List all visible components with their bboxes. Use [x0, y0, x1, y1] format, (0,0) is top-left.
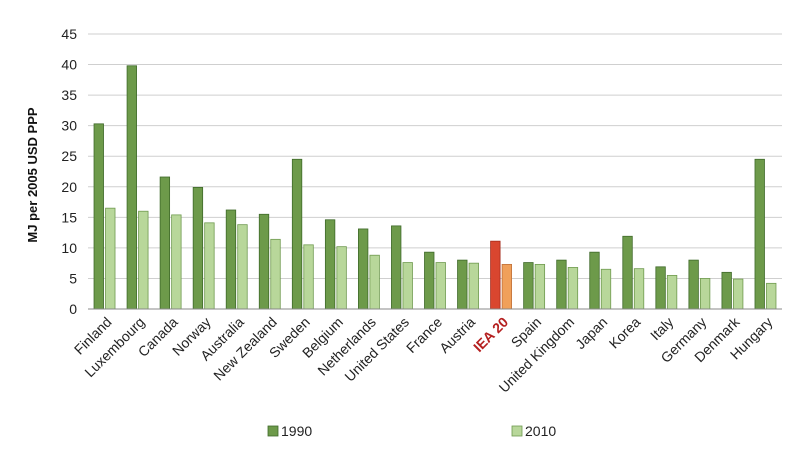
legend-label-2010: 2010 [525, 423, 556, 439]
legend-label-1990: 1990 [281, 423, 312, 439]
x-tick-label: Korea [606, 314, 644, 352]
y-tick-label: 0 [69, 301, 77, 317]
bar-1990 [192, 186, 204, 310]
bar-1990 [225, 209, 237, 310]
bar-1990 [754, 158, 765, 310]
bar-1990 [655, 266, 666, 310]
bar-1990 [490, 240, 501, 310]
y-tick-labels: 0 5 10 15 20 25 30 35 40 45 [61, 26, 77, 317]
bar-1990 [291, 158, 303, 310]
bars [93, 65, 777, 310]
bar-2010 [501, 263, 512, 310]
bar-2010 [303, 244, 314, 310]
y-tick-label: 5 [69, 270, 77, 286]
bar-1990 [258, 213, 270, 310]
x-tick-label: Austria [436, 314, 478, 356]
bar-2010 [534, 263, 546, 310]
y-tick-label: 10 [61, 240, 77, 256]
bar-1990 [93, 123, 104, 310]
bar-2010 [336, 246, 347, 310]
bar-1990 [324, 219, 336, 310]
legend: 1990 2010 [267, 423, 556, 439]
bar-1990 [391, 225, 402, 310]
y-tick-label: 40 [61, 57, 77, 73]
x-tick-label: IEA 20 [470, 314, 511, 355]
x-tick-label: Japan [572, 314, 610, 352]
y-tick-label: 35 [61, 87, 77, 103]
bar-1990 [159, 176, 171, 310]
bar-2010 [468, 262, 479, 310]
y-tick-label: 25 [61, 148, 77, 164]
bar-2010 [567, 267, 579, 310]
bar-1990 [358, 228, 369, 310]
bar-2010 [600, 268, 612, 310]
bar-1990 [688, 259, 699, 310]
bar-1990 [556, 259, 567, 310]
bar-2010 [237, 224, 248, 310]
bar-1990 [721, 271, 732, 310]
bar-2010 [666, 274, 678, 310]
bar-1990 [523, 262, 534, 310]
bar-1990 [457, 259, 468, 310]
bar-2010 [204, 222, 215, 310]
bar-2010 [733, 278, 744, 310]
bar-2010 [138, 210, 149, 310]
bar-1990 [589, 251, 600, 310]
bar-2010 [270, 238, 281, 310]
bar-2010 [633, 268, 645, 310]
bar-2010 [766, 282, 777, 310]
legend-swatch-2010 [511, 425, 523, 437]
grid-lines [88, 33, 782, 279]
x-tick-labels: FinlandLuxembourgCanadaNorwayAustraliaNe… [71, 313, 776, 395]
bar-1990 [424, 251, 435, 310]
bar-1990 [622, 235, 633, 310]
x-tick-label: France [403, 314, 445, 356]
bar-2010 [699, 278, 711, 310]
bar-2010 [105, 207, 116, 310]
bar-2010 [369, 254, 380, 310]
y-tick-label: 30 [61, 118, 77, 134]
bar-2010 [435, 262, 446, 310]
bar-2010 [402, 262, 413, 310]
bar-1990 [126, 65, 137, 310]
y-axis-label: MJ per 2005 USD PPP [25, 107, 40, 242]
y-tick-label: 15 [61, 209, 77, 225]
bar-2010 [171, 214, 182, 310]
y-tick-label: 20 [61, 179, 77, 195]
y-tick-label: 45 [61, 26, 77, 42]
legend-swatch-1990 [267, 425, 279, 437]
